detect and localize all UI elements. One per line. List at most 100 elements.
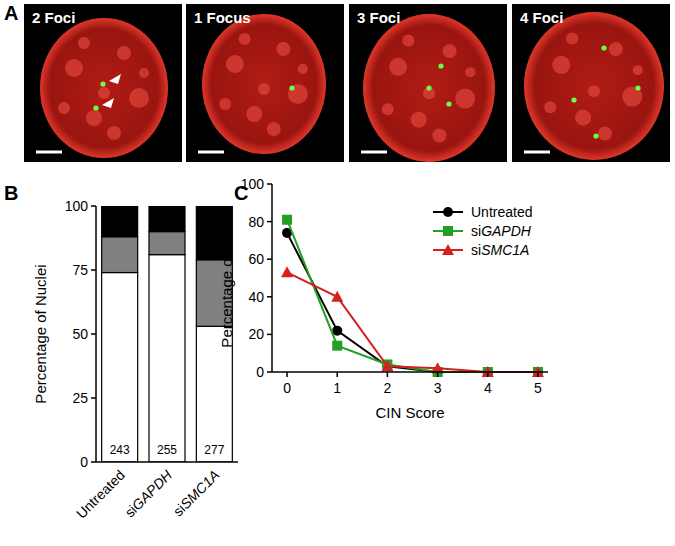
x-tick	[437, 372, 439, 377]
bar-segment	[102, 237, 138, 273]
chromatin	[226, 55, 244, 73]
series-line	[287, 233, 538, 372]
chromatin	[239, 33, 251, 45]
category-label: Untreated	[73, 467, 128, 522]
legend-label: siGAPDH	[471, 223, 532, 239]
focus	[426, 85, 431, 90]
category-label: siSMC1A	[170, 467, 223, 520]
image-background	[24, 4, 182, 162]
x-tick-label: 5	[534, 380, 542, 396]
category-label: siGAPDH	[121, 466, 175, 520]
n-label: 277	[204, 443, 224, 457]
y-tick	[91, 461, 96, 463]
chromatin	[411, 112, 427, 128]
chromatin	[107, 126, 121, 140]
y-tick-label: 100	[241, 176, 265, 192]
legend-label: Untreated	[471, 204, 532, 220]
series-marker	[281, 266, 293, 277]
chromatin	[465, 67, 475, 77]
nucleus	[202, 14, 326, 154]
chromatin	[544, 101, 556, 113]
image-background	[186, 4, 344, 162]
panel-label: A	[4, 2, 18, 24]
x-tick	[487, 372, 489, 377]
series-line	[287, 220, 538, 372]
y-tick	[267, 334, 272, 336]
chromatin	[389, 58, 407, 76]
focus	[438, 63, 443, 68]
label-prefix: si	[471, 223, 481, 239]
y-tick	[267, 296, 272, 298]
chromatin	[432, 129, 446, 143]
n-label: 255	[157, 443, 177, 457]
x-tick-label: 0	[283, 380, 291, 396]
chromatin	[139, 68, 149, 78]
series-marker	[332, 326, 342, 336]
y-tick-label: 40	[248, 289, 264, 305]
series-marker	[332, 341, 342, 351]
chromatin	[609, 42, 623, 56]
chromatin	[288, 84, 308, 104]
chromatin	[552, 56, 570, 74]
x-tick-label: 1	[333, 380, 341, 396]
bar-segment	[149, 206, 185, 232]
focus	[289, 85, 294, 90]
scale-bar	[524, 151, 550, 154]
x-axis-label: CIN Score	[375, 404, 444, 421]
panel-label: B	[4, 182, 18, 204]
scale-bar	[361, 151, 387, 154]
scale-bar	[36, 151, 62, 154]
y-tick-label: 80	[248, 214, 264, 230]
series-line	[287, 272, 538, 372]
chromatin	[566, 32, 578, 44]
arrowhead	[102, 98, 114, 108]
chromatin	[129, 88, 149, 108]
x-tick	[387, 372, 389, 377]
nucleus	[363, 14, 495, 162]
series-marker	[282, 215, 292, 225]
image-label: 1 Focus	[194, 9, 251, 26]
series-marker	[381, 360, 393, 371]
chromatin	[246, 106, 262, 122]
y-axis-label: Percentage of Nuclei	[218, 208, 235, 347]
series-marker	[331, 291, 343, 302]
chromatin	[402, 34, 414, 46]
focus	[93, 105, 98, 110]
figure: ABC2 Foci1 Focus3 Foci4 Foci243Untreated…	[0, 0, 675, 546]
bar-chart: 243Untreated255siGAPDH277siSMC1A02550751…	[32, 198, 238, 522]
image-background	[349, 4, 507, 162]
chromatin	[575, 110, 591, 126]
chromatin	[258, 83, 270, 95]
label-gene: GAPDH	[129, 466, 176, 513]
bar-segment	[102, 206, 138, 237]
label-gene: SMC1A	[481, 242, 529, 258]
focus	[601, 45, 606, 50]
micrograph: 3 Foci	[349, 4, 507, 162]
chromatin	[219, 98, 231, 110]
y-tick-label: 0	[80, 454, 88, 470]
y-tick	[267, 183, 272, 185]
chromatin	[98, 87, 110, 99]
legend: UntreatedsiGAPDHsiSMC1A	[433, 204, 532, 258]
y-tick-label: 25	[72, 390, 88, 406]
image-label: 4 Foci	[520, 9, 563, 26]
x-axis	[96, 461, 238, 463]
legend-label: siSMC1A	[471, 242, 529, 258]
micrograph: 2 Foci	[24, 4, 182, 162]
x-tick	[336, 372, 338, 377]
label-gene: SMC1A	[177, 467, 222, 512]
chromatin	[78, 37, 90, 49]
arrowhead	[109, 74, 121, 84]
bar-segment	[149, 232, 185, 255]
y-tick	[91, 269, 96, 271]
label-gene: GAPDH	[481, 223, 532, 239]
y-axis-label: Percentage of Nuclei	[32, 264, 49, 403]
chromatin	[65, 59, 83, 77]
y-tick-label: 100	[65, 198, 89, 214]
x-tick	[537, 372, 539, 377]
y-tick	[91, 397, 96, 399]
y-tick-label: 20	[248, 326, 264, 342]
focus	[100, 81, 105, 86]
x-tick	[286, 372, 288, 377]
chromatin	[117, 46, 131, 60]
